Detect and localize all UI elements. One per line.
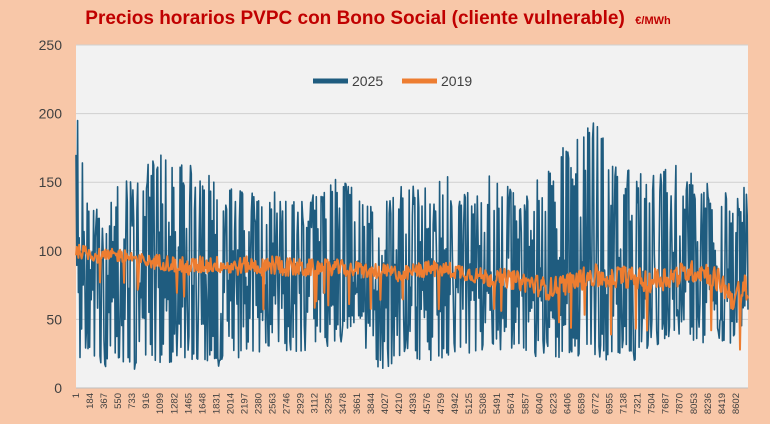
x-tick-label: 7870 — [675, 393, 686, 414]
series-group — [75, 119, 749, 389]
legend: 2025 2019 — [313, 73, 472, 89]
x-tick-label: 8419 — [717, 393, 728, 414]
x-tick-label: 6589 — [576, 393, 587, 414]
x-tick-label: 7138 — [619, 393, 630, 414]
x-axis: 1 184 367 550 733 916 1099 1282 1465 1648 1831 2014… — [71, 393, 742, 414]
x-tick-label: 916 — [141, 393, 152, 409]
y-tick-label: 150 — [39, 174, 63, 190]
x-tick-label: 4393 — [408, 393, 419, 414]
x-tick-label: 7321 — [633, 393, 644, 414]
chart-title: Precios horarios PVPC con Bono Social (c… — [85, 8, 671, 29]
x-tick-label: 6040 — [534, 393, 545, 414]
x-tick-label: 1465 — [183, 393, 194, 414]
x-tick-label: 4027 — [380, 393, 391, 414]
x-tick-label: 184 — [85, 393, 96, 409]
x-tick-label: 733 — [127, 393, 138, 409]
y-axis: 0 50 100 150 200 250 — [39, 37, 63, 396]
series-2019-line — [75, 243, 749, 351]
x-tick-label: 1831 — [211, 393, 222, 414]
x-tick-label: 5674 — [506, 393, 517, 414]
x-tick-label: 1282 — [169, 393, 180, 414]
series-2025-line — [75, 119, 749, 370]
x-tick-label: 4759 — [436, 393, 447, 414]
x-tick-label: 1 — [71, 393, 82, 398]
x-tick-label: 6223 — [548, 393, 559, 414]
x-tick-label: 3478 — [338, 393, 349, 414]
x-tick-label: 1099 — [155, 393, 166, 414]
x-tick-label: 4576 — [422, 393, 433, 414]
x-tick-label: 5308 — [478, 393, 489, 414]
x-tick-label: 5857 — [520, 393, 531, 414]
x-tick-label: 6772 — [591, 393, 602, 414]
x-tick-label: 2014 — [225, 393, 236, 414]
x-tick-label: 2380 — [254, 393, 265, 414]
x-tick-label: 4942 — [450, 393, 461, 414]
y-tick-label: 250 — [39, 37, 63, 53]
x-tick-label: 367 — [99, 393, 110, 409]
x-tick-label: 2563 — [268, 393, 279, 414]
x-tick-label: 6406 — [562, 393, 573, 414]
legend-label-2019: 2019 — [441, 73, 472, 89]
x-tick-label: 5125 — [464, 393, 475, 414]
x-tick-label: 3295 — [324, 393, 335, 414]
x-tick-label: 2746 — [282, 393, 293, 414]
x-tick-label: 1648 — [197, 393, 208, 414]
y-tick-label: 0 — [54, 380, 62, 396]
chart-title-main: Precios horarios PVPC con Bono Social (c… — [85, 8, 625, 29]
y-tick-label: 100 — [39, 243, 63, 259]
x-tick-label: 2929 — [296, 393, 307, 414]
x-tick-label: 7687 — [661, 393, 672, 414]
x-tick-label: 6955 — [605, 393, 616, 414]
x-tick-label: 3661 — [352, 393, 363, 414]
x-tick-label: 8236 — [703, 393, 714, 414]
x-tick-label: 7504 — [647, 393, 658, 414]
y-tick-label: 200 — [39, 106, 63, 122]
x-tick-label: 8602 — [731, 393, 742, 414]
x-tick-label: 5491 — [492, 393, 503, 414]
x-tick-label: 3844 — [366, 393, 377, 414]
x-tick-label: 3112 — [310, 393, 321, 413]
chart-title-unit: €/MWh — [635, 15, 671, 27]
legend-label-2025: 2025 — [352, 73, 383, 89]
x-tick-label: 4210 — [394, 393, 405, 414]
x-tick-label: 8053 — [689, 393, 700, 414]
x-tick-label: 2197 — [240, 393, 251, 414]
y-tick-label: 50 — [46, 311, 62, 327]
x-tick-label: 550 — [113, 393, 124, 409]
